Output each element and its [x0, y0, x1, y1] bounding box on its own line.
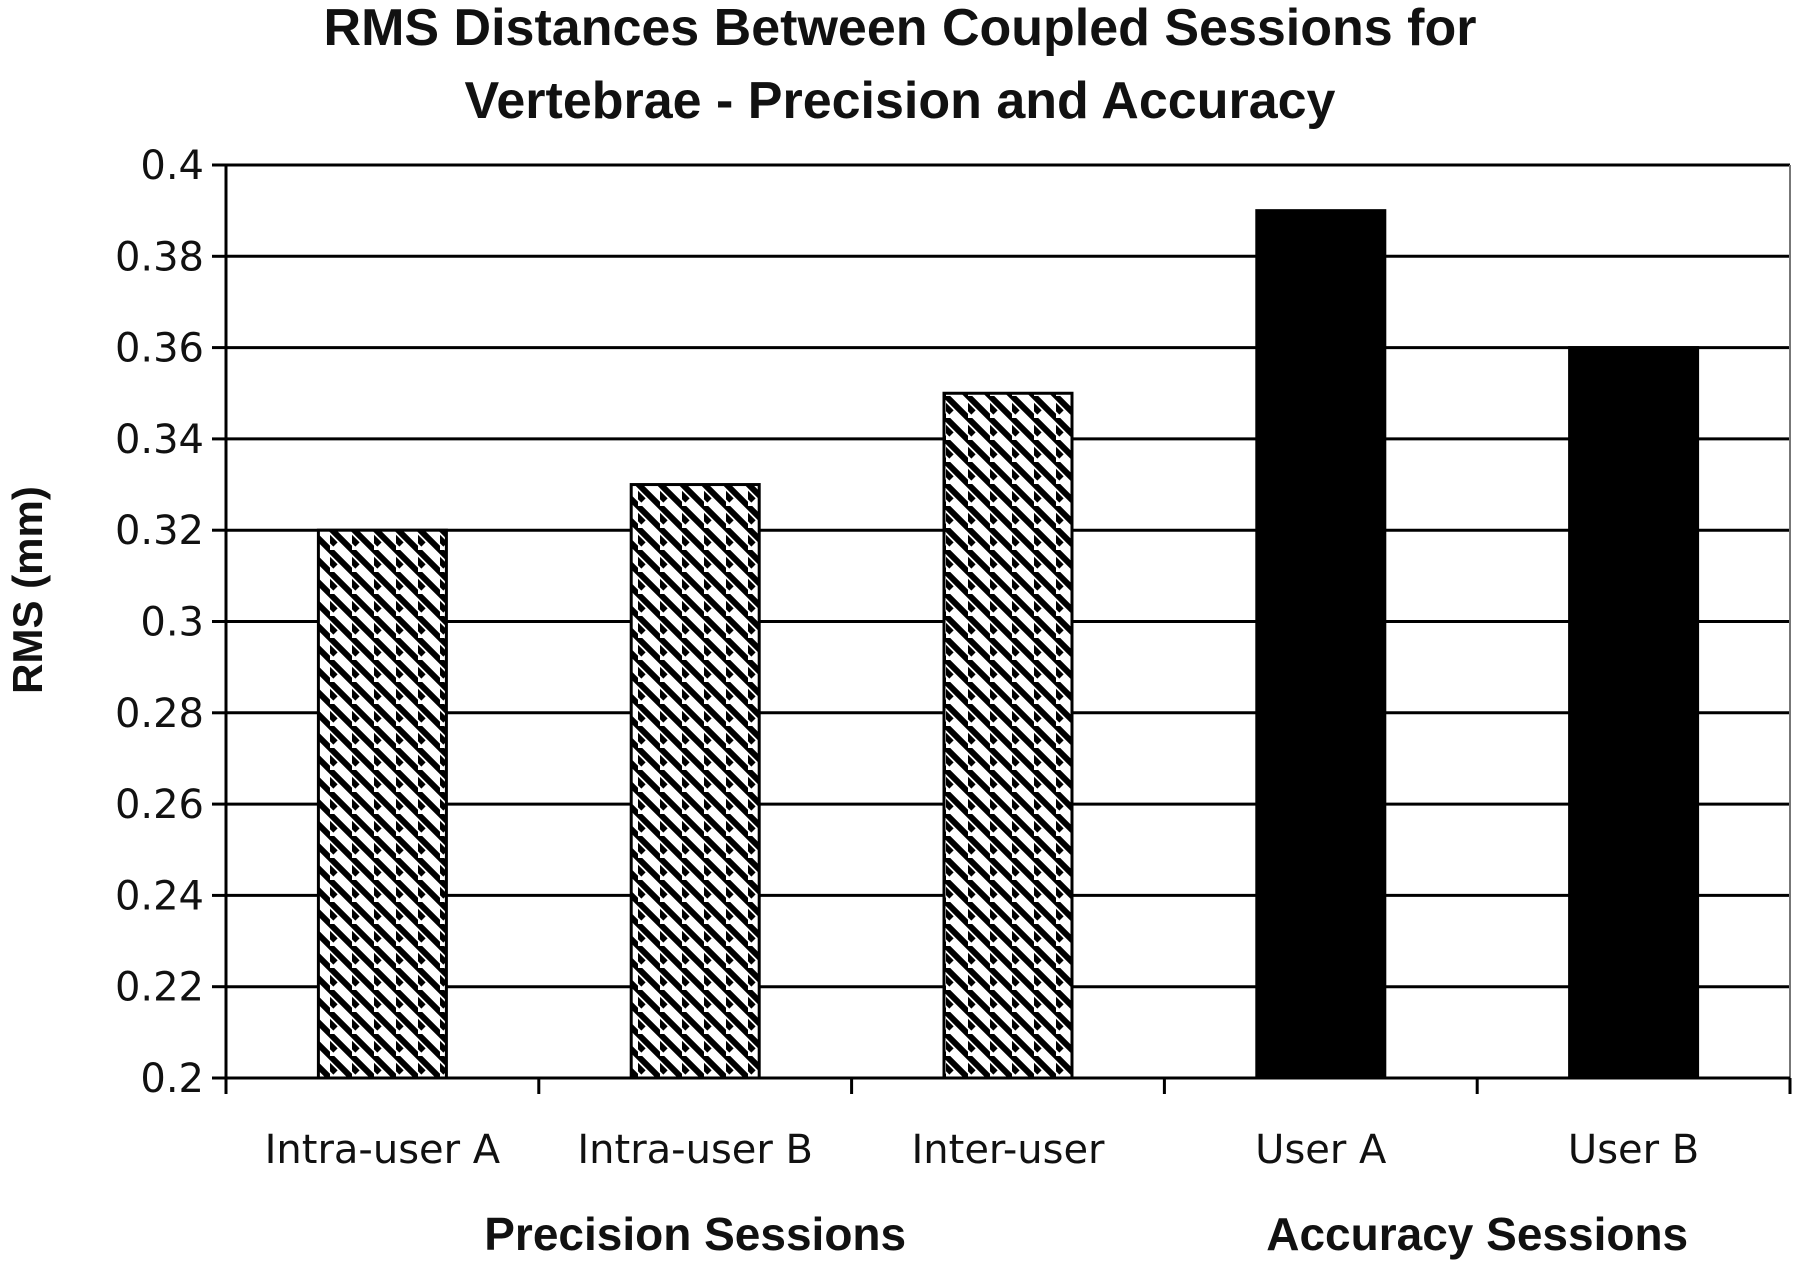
- group-label: Precision Sessions: [484, 1208, 906, 1260]
- group-label: Accuracy Sessions: [1266, 1208, 1688, 1260]
- y-tick-label: 0.34: [115, 417, 204, 463]
- y-tick-label: 0.32: [115, 508, 204, 554]
- category-label: User A: [1255, 1127, 1387, 1173]
- category-label: Intra-user A: [265, 1127, 501, 1173]
- y-tick-label: 0.28: [115, 691, 204, 737]
- chart-title-line-1: RMS Distances Between Coupled Sessions f…: [324, 0, 1477, 57]
- bars: [316, 209, 1700, 1080]
- chart-title-line-2: Vertebrae - Precision and Accuracy: [465, 72, 1336, 130]
- bar-inter-user: [942, 391, 1074, 1080]
- y-tick-label: 0.2: [140, 1056, 204, 1102]
- y-tick-label: 0.24: [115, 873, 204, 919]
- group-labels: Precision Sessions Accuracy Sessions: [484, 1208, 1688, 1260]
- category-label: Inter-user: [911, 1127, 1105, 1173]
- axes: [212, 163, 1792, 1094]
- category-label: Intra-user B: [577, 1127, 813, 1173]
- category-label: User B: [1568, 1127, 1699, 1173]
- y-tick-label: 0.26: [115, 782, 204, 828]
- y-tick-label: 0.4: [140, 143, 204, 189]
- y-tick-label: 0.3: [140, 600, 204, 646]
- bar-intra-user-b: [629, 483, 761, 1080]
- category-labels: Intra-user A Intra-user B Inter-user User A…: [265, 1127, 1700, 1173]
- y-tick-label: 0.38: [115, 234, 204, 280]
- bar-intra-user-a: [316, 528, 448, 1080]
- y-axis-label: RMS (mm): [4, 486, 51, 694]
- y-tick-label: 0.36: [115, 326, 204, 372]
- y-tick-label: 0.22: [115, 965, 204, 1011]
- bar-user-a: [1255, 209, 1387, 1080]
- y-tick-labels: 0.2 0.22 0.24 0.26 0.28 0.3 0.32 0.34 0.36 0.38 0.…: [115, 143, 204, 1102]
- bar-user-b: [1568, 346, 1700, 1080]
